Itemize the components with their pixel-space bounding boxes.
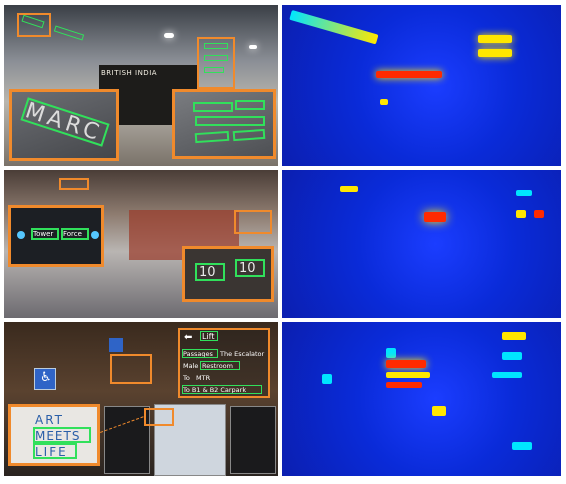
accessibility-sign-small: [109, 338, 123, 352]
text-detection-box: [195, 263, 225, 281]
heat-spot: [386, 382, 422, 388]
text-detection-box: [194, 130, 230, 144]
inset-word: Tower: [33, 230, 54, 238]
heatmap-row3: [282, 322, 561, 476]
heat-spot: [322, 374, 332, 384]
text-detection-box: [61, 228, 89, 240]
zoom-inset-left: MARC: [9, 89, 119, 161]
accessibility-sign: [34, 368, 56, 390]
text-detection-box: [235, 259, 265, 277]
inset-number: 10: [239, 261, 256, 276]
light-dot: [91, 231, 99, 239]
heat-spot: [340, 186, 358, 192]
directory-line: To: [183, 374, 190, 382]
text-detection-box: [200, 361, 240, 370]
text-detection-box: [200, 331, 218, 341]
display-cabinet: [230, 406, 276, 474]
heat-spot: [478, 49, 512, 57]
heatmap-row1: [282, 5, 561, 166]
ceiling-light: [249, 45, 257, 49]
detection-region-box: [110, 354, 152, 384]
text-detection-box: [235, 100, 265, 110]
directory-line: Restroom: [202, 362, 233, 370]
text-detection-box: [232, 128, 266, 142]
display-cabinet: [154, 404, 226, 476]
detection-region-box: [17, 13, 51, 37]
heat-spot: [386, 360, 426, 368]
directory-line: Male: [183, 362, 199, 370]
inset-number: 10: [199, 265, 216, 280]
zoom-inset-left: Tower Force: [8, 205, 104, 267]
directory-line: MTR: [196, 374, 211, 382]
lift-arrow-icon: ⬅: [184, 332, 193, 343]
heatmap-row2: [282, 170, 561, 318]
zoom-inset-right: 10 10: [182, 246, 274, 302]
storefront-sign: BRITISH INDIA: [101, 69, 158, 77]
heat-spot: [376, 71, 442, 78]
heat-spot: [289, 10, 379, 45]
text-detection-box: [53, 25, 85, 41]
detection-region-box: [197, 37, 235, 89]
text-detection-box: [33, 427, 91, 443]
inset-word: LIFE: [35, 445, 68, 459]
heat-spot: [432, 406, 446, 416]
display-cabinet: [104, 406, 150, 474]
text-detection-box: [204, 55, 228, 61]
lift-sign: Lift: [202, 332, 215, 341]
heat-spot: [386, 372, 430, 378]
text-detection-box: [31, 228, 59, 240]
detection-region-box: ⬅ Lift Passages The Escalator Male Restr…: [178, 328, 270, 398]
text-detection-box: [33, 443, 77, 459]
text-detection-box: [182, 349, 218, 358]
detection-region-box: [144, 408, 174, 426]
ceiling-light: [164, 33, 174, 38]
heat-spot: [424, 212, 446, 222]
zoom-inset: ART MEETS LIFE: [8, 404, 100, 466]
heat-spot: [534, 210, 544, 218]
detection-region-box: [59, 178, 89, 190]
heat-spot: [516, 190, 532, 196]
detection-region-box: [234, 210, 272, 234]
heat-spot: [478, 35, 512, 43]
text-detection-box: [193, 102, 233, 112]
directory-line: Passages: [183, 350, 213, 358]
heat-spot: [492, 372, 522, 378]
inset-word: Force: [63, 230, 82, 238]
heat-spot: [502, 352, 522, 360]
zoom-inset-right: [172, 89, 276, 159]
text-detection-box: [182, 385, 262, 394]
directory-line: To B1 & B2 Carpark: [183, 386, 247, 394]
directory-line: The Escalator: [220, 350, 265, 358]
heat-spot: [380, 99, 388, 105]
light-dot: [17, 231, 25, 239]
scene-image-row3: ♿ ⬅ Lift Passages The Escalator Male Res…: [4, 322, 278, 476]
text-detection-box: [204, 43, 228, 49]
heat-spot: [502, 332, 526, 340]
text-detection-box: [204, 67, 224, 73]
text-detection-box: [20, 97, 110, 147]
heat-spot: [516, 210, 526, 218]
wheelchair-icon: ♿: [40, 370, 52, 385]
heat-spot: [512, 442, 532, 450]
scene-image-row1: BRITISH INDIA MARC: [4, 5, 278, 166]
inset-word: MEETS: [35, 429, 81, 443]
text-detection-box: [195, 116, 265, 126]
scene-image-row2: Tower Force 10 10: [4, 170, 278, 318]
heat-spot: [386, 348, 396, 358]
inset-word: ART: [35, 413, 65, 427]
